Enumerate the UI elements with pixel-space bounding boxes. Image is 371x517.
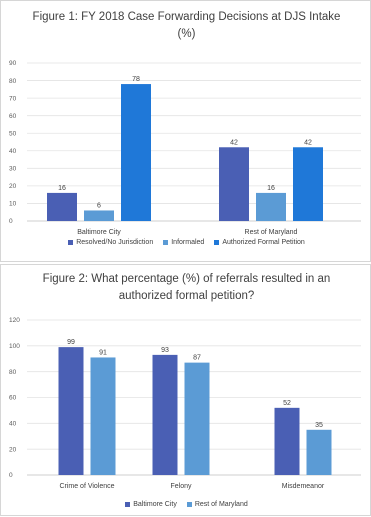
chart-title-line-1: Figure 1: FY 2018 Case Forwarding Decisi… xyxy=(32,11,341,23)
y-tick-label: 60 xyxy=(9,395,17,402)
bar-crime-of-violence-baltimore-city xyxy=(58,347,84,475)
bar-rest-of-maryland-authorized-formal-petition xyxy=(293,147,323,221)
legend-swatch xyxy=(163,240,169,245)
legend-swatch xyxy=(125,502,131,507)
y-tick-label: 20 xyxy=(9,446,17,453)
chart-panel-1: Figure 1: FY 2018 Case Forwarding Decisi… xyxy=(0,0,371,262)
bar-baltimore-city-authorized-formal-petition xyxy=(121,84,151,221)
bar-rest-of-maryland-resolved-no-jurisdiction xyxy=(219,147,249,221)
legend-item-baltimore-city: Baltimore City xyxy=(125,501,177,508)
legend-item-rest-of-maryland: Rest of Maryland xyxy=(186,501,248,508)
y-tick-label: 20 xyxy=(9,183,17,190)
data-label: 87 xyxy=(193,355,201,362)
x-category-label: Rest of Maryland xyxy=(245,229,298,236)
chart-title: Figure 2: What percentage (%) of referra… xyxy=(1,271,371,305)
y-tick-label: 120 xyxy=(9,317,20,324)
y-tick-label: 70 xyxy=(9,95,17,102)
data-label: 42 xyxy=(304,139,312,146)
data-label: 93 xyxy=(161,347,169,354)
x-category-label: Baltimore City xyxy=(77,229,121,236)
chart-legend: Resolved/No Jurisdiction Informaled Author… xyxy=(1,239,371,246)
legend-label: Rest of Maryland xyxy=(194,501,248,508)
bar-misdemeanor-baltimore-city xyxy=(274,407,300,475)
data-label: 42 xyxy=(230,139,238,146)
legend-item-resolved-no-jurisdiction: Resolved/No Jurisdiction xyxy=(68,239,153,246)
legend-swatch xyxy=(68,240,74,245)
y-tick-label: 40 xyxy=(9,148,17,155)
legend-swatch xyxy=(186,502,192,507)
data-label: 16 xyxy=(267,185,275,192)
data-label: 91 xyxy=(99,349,107,356)
y-tick-label: 80 xyxy=(9,369,17,376)
legend-label: Informaled xyxy=(171,239,205,246)
y-tick-label: 50 xyxy=(9,130,17,137)
data-label: 99 xyxy=(67,339,75,346)
chart-legend: Baltimore City Rest of Maryland xyxy=(1,501,371,508)
chart-title-line-2: authorized formal petition? xyxy=(118,290,255,302)
chart-title-line-1: Figure 2: What percentage (%) of referra… xyxy=(42,273,331,285)
data-label: 78 xyxy=(132,76,140,83)
y-tick-label: 0 xyxy=(9,472,13,479)
legend-item-authorized-formal-petition: Authorized Formal Petition xyxy=(214,239,305,246)
x-category-label: Crime of Violence xyxy=(59,483,114,490)
data-label: 6 xyxy=(97,202,101,209)
y-tick-label: 0 xyxy=(9,218,13,225)
data-label: 16 xyxy=(58,185,66,192)
y-tick-label: 60 xyxy=(9,113,17,120)
legend-label: Authorized Formal Petition xyxy=(222,239,305,246)
chart-1-plot: 0 10 20 30 40 50 60 70 80 90 16 6 78 Baltimore City 42… xyxy=(9,60,361,236)
y-tick-label: 100 xyxy=(9,343,20,350)
bar-baltimore-city-informaled xyxy=(84,210,114,221)
legend-label: Resolved/No Jurisdiction xyxy=(76,239,154,246)
y-tick-label: 40 xyxy=(9,421,17,428)
chart-2-plot: 0 20 40 60 80 100 120 99 91 Crime of Violence 93 87… xyxy=(9,317,361,490)
y-tick-label: 10 xyxy=(9,201,17,208)
legend-swatch xyxy=(214,240,220,245)
chart-title-line-2: (%) xyxy=(177,28,196,40)
x-category-label: Felony xyxy=(170,483,192,490)
bar-crime-of-violence-rest-of-maryland xyxy=(90,357,116,475)
chart-panel-2: Figure 2: What percentage (%) of referra… xyxy=(0,264,371,516)
bar-felony-rest-of-maryland xyxy=(184,362,210,475)
y-tick-label: 80 xyxy=(9,78,17,85)
chart-title: Figure 1: FY 2018 Case Forwarding Decisi… xyxy=(1,9,371,43)
data-label: 35 xyxy=(315,422,323,429)
bar-rest-of-maryland-informaled xyxy=(256,192,286,221)
legend-item-informaled: Informaled xyxy=(163,239,204,246)
bar-felony-baltimore-city xyxy=(152,354,178,475)
y-tick-label: 90 xyxy=(9,60,17,67)
data-label: 52 xyxy=(283,400,291,407)
y-tick-label: 30 xyxy=(9,166,17,173)
legend-label: Baltimore City xyxy=(133,501,177,508)
x-category-label: Misdemeanor xyxy=(282,483,325,490)
bar-misdemeanor-rest-of-maryland xyxy=(306,429,332,475)
bar-baltimore-city-resolved-no-jurisdiction xyxy=(47,192,77,221)
